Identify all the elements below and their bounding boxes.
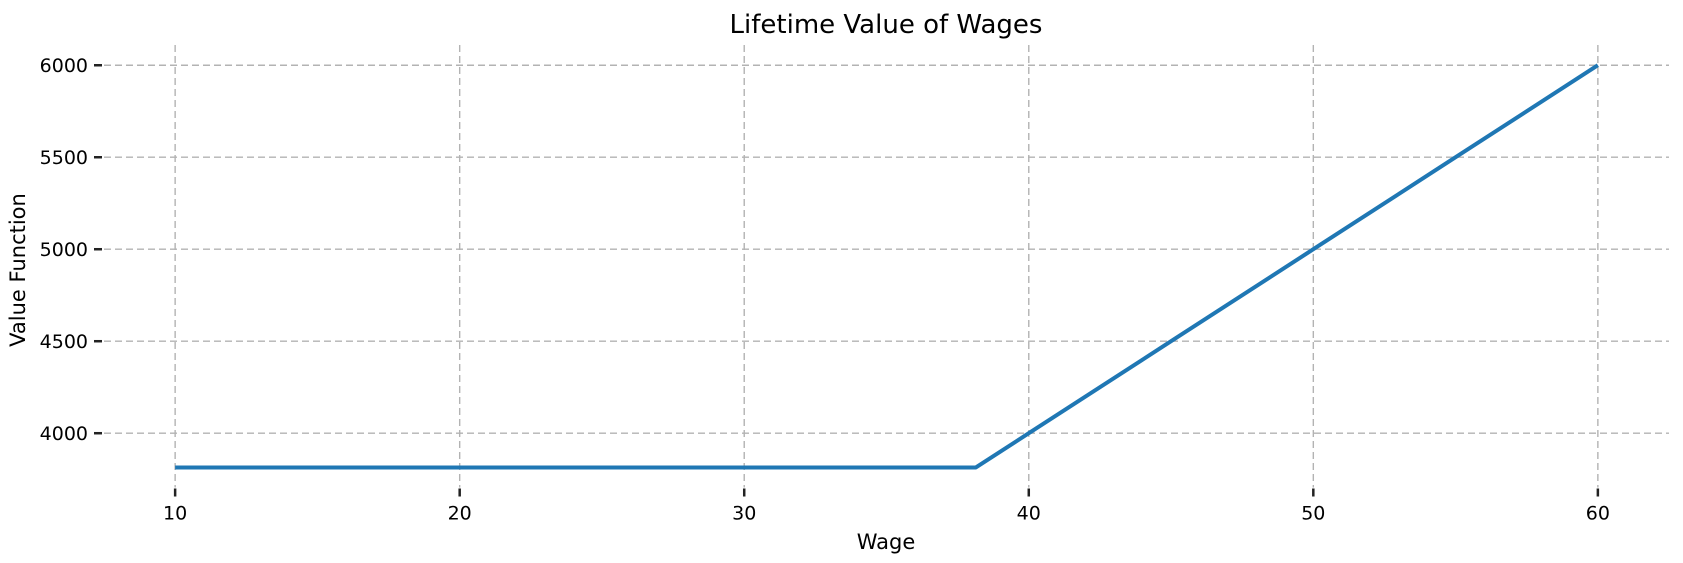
y-tick-label: 5500 (40, 147, 88, 169)
x-tick-label: 20 (448, 503, 472, 525)
x-tick-label: 30 (732, 503, 756, 525)
y-tick-label: 5000 (40, 239, 88, 261)
x-tick-label: 40 (1017, 503, 1041, 525)
x-axis-label: Wage (857, 530, 916, 554)
grid-layer (104, 45, 1669, 488)
y-tick-label: 4000 (40, 423, 88, 445)
x-tick-label: 50 (1301, 503, 1325, 525)
y-tick-label: 4500 (40, 331, 88, 353)
tick-layer: 10 20 30 40 50 60 4000 4500 5000 5500 6000 (40, 55, 1610, 524)
x-tick-label: 10 (163, 503, 187, 525)
x-tick-label: 60 (1586, 503, 1610, 525)
y-axis-label: Value Function (6, 193, 30, 347)
y-tick-label: 6000 (40, 55, 88, 77)
chart-title: Lifetime Value of Wages (730, 10, 1043, 40)
series-layer (175, 63, 1599, 470)
value-function-line (175, 63, 1599, 470)
